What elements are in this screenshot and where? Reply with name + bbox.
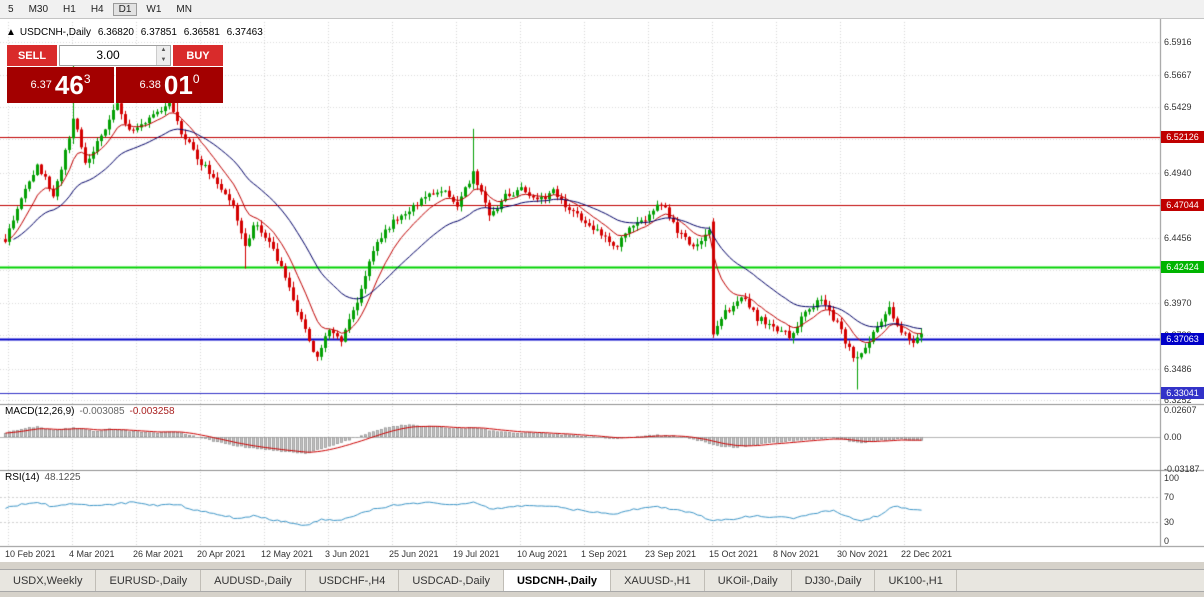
price-axis-label: 6.4940 xyxy=(1164,168,1192,179)
date-axis-label: 8 Nov 2021 xyxy=(773,549,820,559)
macd-axis-label: 0.00 xyxy=(1164,432,1182,442)
symbol-arrow-icon: ▲ xyxy=(6,27,16,38)
buy-price-quote[interactable]: 6.38 01 0 xyxy=(116,67,223,103)
chart-tab[interactable]: USDCHF-,H4 xyxy=(305,570,400,591)
macd-main-value: -0.003085 xyxy=(79,406,125,417)
rsi-axis-label: 70 xyxy=(1164,491,1175,502)
sell-price-small: 6.37 xyxy=(30,79,52,91)
chart-tab[interactable]: AUDUSD-,Daily xyxy=(201,570,306,591)
chart-tab-bar: USDX,Weekly EURUSD-,Daily AUDUSD-,Daily USD… xyxy=(0,569,1204,592)
timeframe-button-mn[interactable]: MN xyxy=(176,3,192,15)
price-axis-label: 6.3970 xyxy=(1164,298,1192,309)
price-axis-label: 6.4456 xyxy=(1164,233,1192,244)
date-axis-label: 20 Apr 2021 xyxy=(197,549,246,559)
volume-value[interactable]: 3.00 xyxy=(96,48,120,62)
timeframe-button-m30[interactable]: M30 xyxy=(28,3,49,15)
volume-input[interactable]: 3.00 ▲ ▼ xyxy=(59,45,171,66)
price-level-badge: 6.42424 xyxy=(1161,260,1204,273)
date-axis-label: 25 Jun 2021 xyxy=(389,549,439,559)
date-axis-label: 23 Sep 2021 xyxy=(645,549,697,559)
chart-tab[interactable]: XAUUSD-,H1 xyxy=(611,570,705,591)
timeframe-button-h1[interactable]: H1 xyxy=(63,3,76,15)
date-axis-label: 4 Mar 2021 xyxy=(69,549,115,559)
sell-button[interactable]: SELL xyxy=(7,45,57,66)
ohlc-high: 6.37851 xyxy=(140,27,177,38)
symbol-title: USDCNH-,Daily xyxy=(19,27,92,38)
timeframe-button-h4[interactable]: H4 xyxy=(90,3,104,15)
date-axis-label: 26 Mar 2021 xyxy=(133,549,184,559)
timeframe-button-d1[interactable]: D1 xyxy=(112,2,138,16)
one-click-trade-panel: SELL 3.00 ▲ ▼ BUY 6.37 46 3 6.38 01 0 xyxy=(7,45,223,103)
chart-tab[interactable]: USDX,Weekly xyxy=(0,570,97,591)
bottom-chrome: USDX,Weekly EURUSD-,Daily AUDUSD-,Daily USD… xyxy=(0,562,1204,597)
date-axis-label: 19 Jul 2021 xyxy=(453,549,500,559)
rsi-name: RSI(14) xyxy=(5,472,40,483)
chart-tab[interactable]: EURUSD-,Daily xyxy=(96,570,202,591)
timeframe-toolbar: 5 M30 H1 H4 D1 W1 MN xyxy=(0,0,1204,19)
ohlc-open: 6.36820 xyxy=(97,27,134,38)
price-axis-label: 6.3252 xyxy=(1164,394,1192,405)
date-axis-label: 30 Nov 2021 xyxy=(837,549,889,559)
date-axis-label: 3 Jun 2021 xyxy=(325,549,370,559)
macd-signal-value: -0.003258 xyxy=(129,406,175,417)
rsi-axis-label: 100 xyxy=(1164,473,1180,483)
price-level-badge: 6.52126 xyxy=(1161,130,1204,143)
rsi-axis-label: 0 xyxy=(1164,536,1170,546)
buy-button[interactable]: BUY xyxy=(173,45,223,66)
buy-price-small: 6.38 xyxy=(139,79,161,91)
timeframe-button-5[interactable]: 5 xyxy=(8,3,14,15)
rsi-value: 48.1225 xyxy=(44,472,81,483)
price-level-badge: 6.37063 xyxy=(1161,332,1204,345)
ohlc-low: 6.36581 xyxy=(183,27,220,38)
date-axis-label: 22 Dec 2021 xyxy=(901,549,953,559)
macd-pane-label: MACD(12,26,9) -0.003085 -0.003258 xyxy=(5,406,175,417)
sell-price-big: 46 xyxy=(54,70,84,100)
date-axis-label: 12 May 2021 xyxy=(261,549,314,559)
rsi-pane-label: RSI(14) 48.1225 xyxy=(5,472,81,483)
macd-axis-label: -0.03187 xyxy=(1164,464,1200,474)
chart-tab[interactable]: DJ30-,Daily xyxy=(791,570,876,591)
volume-up-icon[interactable]: ▲ xyxy=(157,46,170,56)
price-level-badge: 6.33041 xyxy=(1161,386,1204,399)
macd-axis-label: 0.02607 xyxy=(1164,405,1197,416)
price-axis-label: 6.5667 xyxy=(1164,70,1192,81)
chart-tab[interactable]: UKOil-,Daily xyxy=(704,570,792,591)
price-axis-label: 6.5429 xyxy=(1164,102,1192,113)
date-axis-label: 10 Feb 2021 xyxy=(5,549,56,559)
price-axis-label: 6.3486 xyxy=(1164,363,1192,374)
sell-price-sup: 3 xyxy=(83,72,91,86)
chart-tab[interactable]: USDCNH-,Daily xyxy=(503,570,612,591)
price-axis-label: 6.5916 xyxy=(1164,37,1192,48)
chart-tab[interactable]: USDCAD-,Daily xyxy=(399,570,504,591)
volume-down-icon[interactable]: ▼ xyxy=(157,55,170,65)
rsi-axis-label: 30 xyxy=(1164,517,1175,528)
date-axis-label: 10 Aug 2021 xyxy=(517,549,568,559)
date-axis-label: 15 Oct 2021 xyxy=(709,549,759,559)
ohlc-header: ▲ USDCNH-,Daily 6.36820 6.37851 6.36581 6… xyxy=(6,27,267,38)
ohlc-close: 6.37463 xyxy=(226,27,263,38)
timeframe-button-w1[interactable]: W1 xyxy=(146,3,162,15)
price-level-badge: 6.47044 xyxy=(1161,198,1204,211)
macd-name: MACD(12,26,9) xyxy=(5,406,75,417)
date-axis-label: 1 Sep 2021 xyxy=(581,549,628,559)
chart-tab[interactable]: UK100-,H1 xyxy=(875,570,957,591)
buy-price-big: 01 xyxy=(163,70,193,100)
buy-price-sup: 0 xyxy=(192,72,200,86)
sell-price-quote[interactable]: 6.37 46 3 xyxy=(7,67,114,103)
